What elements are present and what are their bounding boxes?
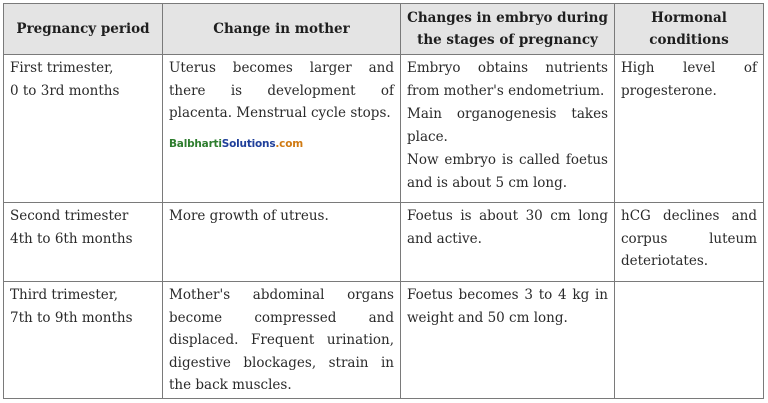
embryo-paragraph: Foetus is about 30 cm long and active. (407, 208, 608, 247)
header-hormonal-conditions: Hormonal conditions (614, 3, 764, 55)
period-months: 0 to 3rd months (10, 82, 120, 99)
hormonal-text: hCG declines and corpus luteum deteriota… (621, 208, 757, 269)
table-row-second-trimester: Second trimester 4th to 6th months More … (3, 202, 764, 282)
embryo-paragraph: Embryo obtains nutrients from mother's e… (407, 60, 608, 99)
period-name: Third trimester, (10, 287, 118, 303)
cell-mother: More growth of utreus. (162, 202, 401, 282)
cell-embryo: Foetus becomes 3 to 4 kg in weight and 5… (400, 281, 615, 399)
header-hormonal-line-2: conditions (649, 32, 729, 48)
cell-hormonal (614, 281, 764, 399)
cell-hormonal: hCG declines and corpus luteum deteriota… (614, 202, 764, 282)
header-pregnancy-period: Pregnancy period (3, 3, 163, 55)
header-row: Pregnancy period Change in mother Change… (3, 3, 764, 55)
cell-embryo: Foetus is about 30 cm long and active. (400, 202, 615, 282)
embryo-paragraph: Main organogenesis takes place. (407, 106, 608, 145)
header-embryo-line-2: the stages of pregnancy (417, 32, 598, 48)
embryo-paragraph: Foetus becomes 3 to 4 kg in weight and 5… (407, 287, 608, 326)
header-changes-in-embryo: Changes in embryo during the stages of p… (400, 3, 615, 55)
table-row-third-trimester: Third trimester, 7th to 9th months Mothe… (3, 281, 764, 399)
period-name: First trimester, (10, 60, 114, 76)
mother-change-text: More growth of utreus. (169, 208, 329, 224)
pregnancy-stages-table: Pregnancy period Change in mother Change… (3, 3, 764, 399)
embryo-paragraph: Now embryo is called foetus and is about… (407, 152, 608, 191)
table-row-first-trimester: First trimester, 0 to 3rd months Uterus … (3, 54, 764, 203)
cell-period: First trimester, 0 to 3rd months (3, 54, 163, 203)
cell-mother: Uterus becomes larger and there is devel… (162, 54, 401, 203)
cell-embryo: Embryo obtains nutrients from mother's e… (400, 54, 615, 203)
period-name: Second trimester (10, 208, 129, 224)
cell-period: Second trimester 4th to 6th months (3, 202, 163, 282)
header-hormonal-line-1: Hormonal (651, 10, 727, 26)
cell-period: Third trimester, 7th to 9th months (3, 281, 163, 399)
period-months: 7th to 9th months (10, 309, 133, 326)
header-embryo-line-1: Changes in embryo during (407, 10, 608, 26)
cell-mother: Mother's abdominal organs become compres… (162, 281, 401, 399)
cell-hormonal: High level of progesterone. (614, 54, 764, 203)
mother-change-text: Mother's abdominal organs become compres… (169, 287, 394, 393)
watermark-logo: BalbhartiSolutions.com (169, 137, 303, 150)
mother-change-text: Uterus becomes larger and there is devel… (169, 60, 394, 121)
header-change-in-mother: Change in mother (162, 3, 401, 55)
period-months: 4th to 6th months (10, 230, 133, 247)
hormonal-text: High level of progesterone. (621, 60, 757, 99)
